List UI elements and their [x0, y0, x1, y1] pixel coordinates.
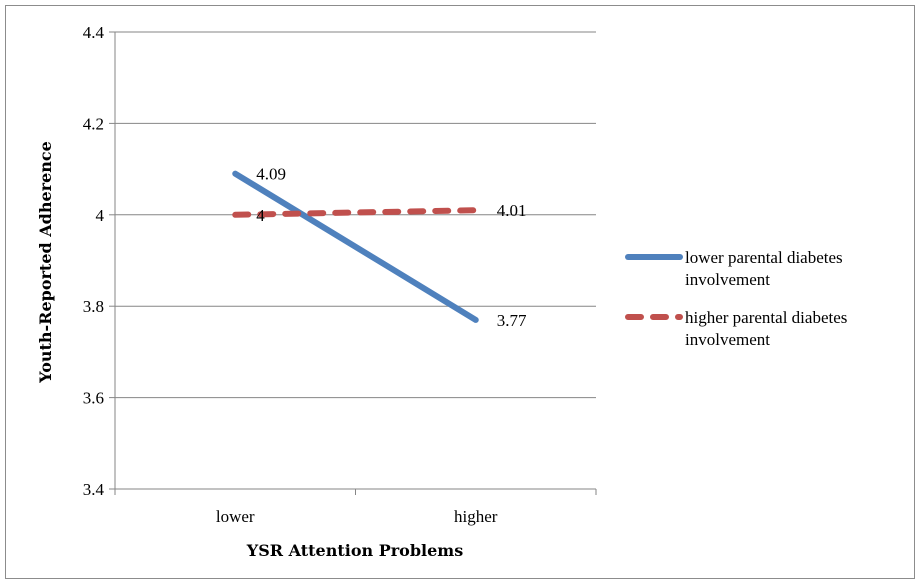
y-tick-label: 4.2	[83, 114, 104, 133]
data-label: 4.09	[256, 165, 286, 184]
axes	[114, 32, 596, 490]
legend-label: involvement	[685, 330, 770, 349]
gridlines	[109, 31, 597, 495]
data-label: 4	[256, 206, 265, 225]
y-tick-label: 3.8	[83, 297, 104, 316]
legend-label: involvement	[685, 270, 770, 289]
series-lines	[232, 170, 479, 323]
series-line	[232, 170, 479, 323]
data-label: 4.01	[497, 201, 527, 220]
y-tick-label: 3.6	[83, 389, 104, 408]
legend-label: higher parental diabetes	[685, 308, 847, 327]
x-axis-title: YSR Attention Problems	[246, 541, 463, 560]
series-line	[232, 207, 479, 218]
y-axis-title: Youth-Reported Adherence	[36, 141, 55, 384]
data-labels: 4.09 3.77 4 4.01	[256, 165, 527, 330]
legend: lower parental diabetes involvement higher…	[625, 248, 847, 349]
y-tick-labels: 3.4 3.6 3.8 4 4.2 4.4	[83, 23, 105, 499]
y-tick-label: 4	[96, 206, 105, 225]
chart-frame	[5, 5, 915, 579]
x-tick-labels: lower higher	[216, 507, 498, 526]
legend-label: lower parental diabetes	[685, 248, 843, 267]
x-tick-label: higher	[454, 507, 498, 526]
y-tick-label: 4.4	[83, 23, 105, 42]
y-tick-label: 3.4	[83, 480, 105, 499]
data-label: 3.77	[497, 311, 527, 330]
x-tick-label: lower	[216, 507, 255, 526]
